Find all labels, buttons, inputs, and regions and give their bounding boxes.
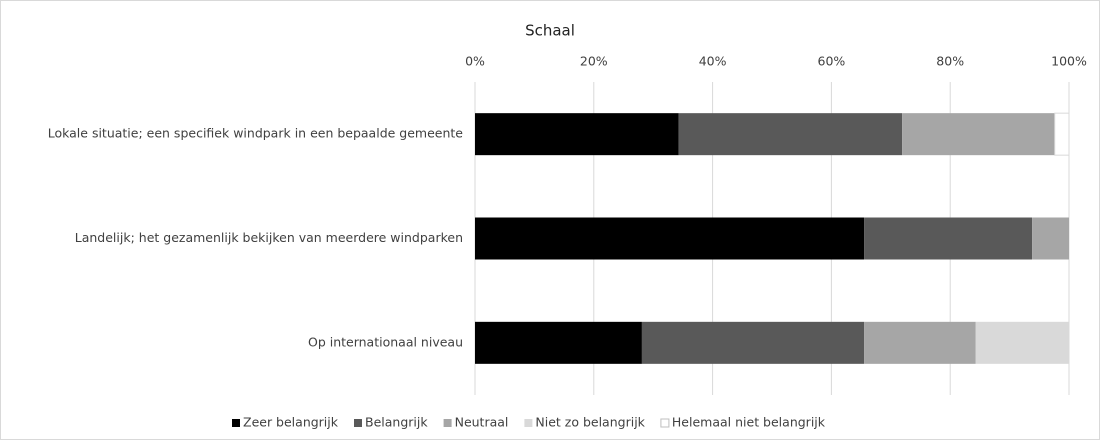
bar-segment	[1032, 217, 1069, 260]
bar-segment	[641, 321, 865, 364]
y-tick-label: Landelijk; het gezamenlijk bekijken van …	[75, 230, 463, 245]
bar-segment	[1054, 112, 1070, 156]
legend-swatch	[443, 419, 452, 427]
bar-segment	[678, 113, 903, 156]
legend-swatch	[660, 418, 670, 428]
legend-label: Belangrijk	[365, 415, 428, 430]
bar-segment	[864, 217, 1033, 260]
x-tick-label: 40%	[699, 54, 727, 69]
x-tick-label: 60%	[818, 54, 846, 69]
bar-segment	[902, 113, 1055, 156]
chart-title: Schaal	[525, 22, 575, 40]
legend-label: Helemaal niet belangrijk	[672, 415, 826, 430]
x-tick-label: 0%	[465, 54, 485, 69]
bar-segment	[475, 113, 679, 156]
x-tick-label: 100%	[1051, 54, 1087, 69]
bar-segment	[864, 321, 976, 364]
legend-label: Neutraal	[455, 415, 509, 430]
x-tick-label: 20%	[580, 54, 608, 69]
y-tick-label: Op internationaal niveau	[308, 334, 463, 349]
legend-swatch	[354, 419, 362, 427]
bar-segment	[475, 217, 865, 260]
legend-swatch	[524, 419, 533, 427]
legend-swatch	[232, 419, 240, 427]
bar-segment	[475, 321, 642, 364]
x-tick-label: 80%	[936, 54, 964, 69]
legend-label: Niet zo belangrijk	[535, 415, 645, 430]
legend-label: Zeer belangrijk	[243, 415, 339, 430]
bar-segment	[975, 321, 1069, 364]
y-tick-label: Lokale situatie; een specifiek windpark …	[48, 126, 464, 141]
